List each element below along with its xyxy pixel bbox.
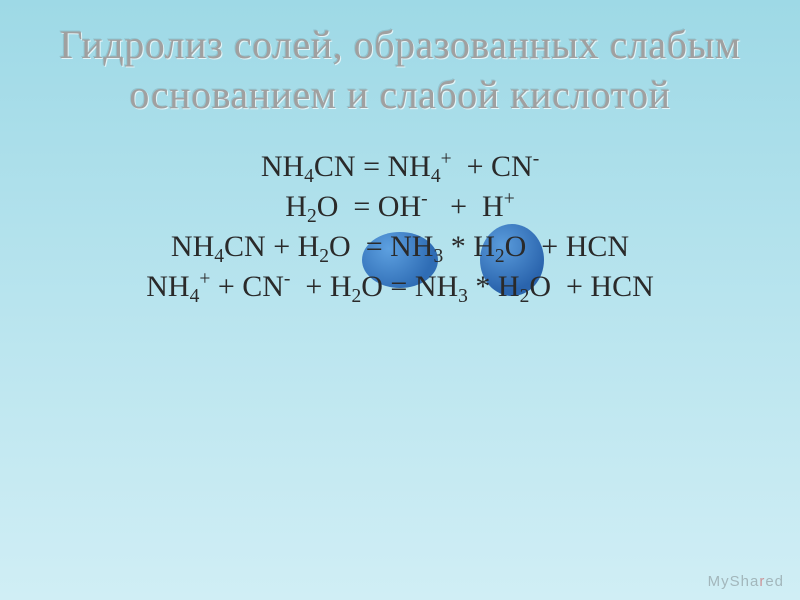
watermark-suffix: ed (765, 573, 784, 590)
equation-line-2: H2O = OH- + H+ (40, 190, 760, 224)
slide-container: Гидролиз солей, образованных слабым осно… (0, 0, 800, 600)
equation-line-3: NH4CN + H2O = NH3 * H2O + HCN (40, 230, 760, 264)
equation-line-1: NH4CN = NH4+ + CN- (40, 150, 760, 184)
equations-block: NH4CN = NH4+ + CN- H2O = OH- + H+ NH4CN … (40, 150, 760, 304)
slide-title: Гидролиз солей, образованных слабым осно… (40, 20, 760, 120)
watermark-prefix: MySha (708, 573, 760, 590)
equation-line-4: NH4+ + CN- + H2O = NH3 * H2O + HCN (40, 270, 760, 304)
watermark: MyShared (708, 573, 784, 590)
